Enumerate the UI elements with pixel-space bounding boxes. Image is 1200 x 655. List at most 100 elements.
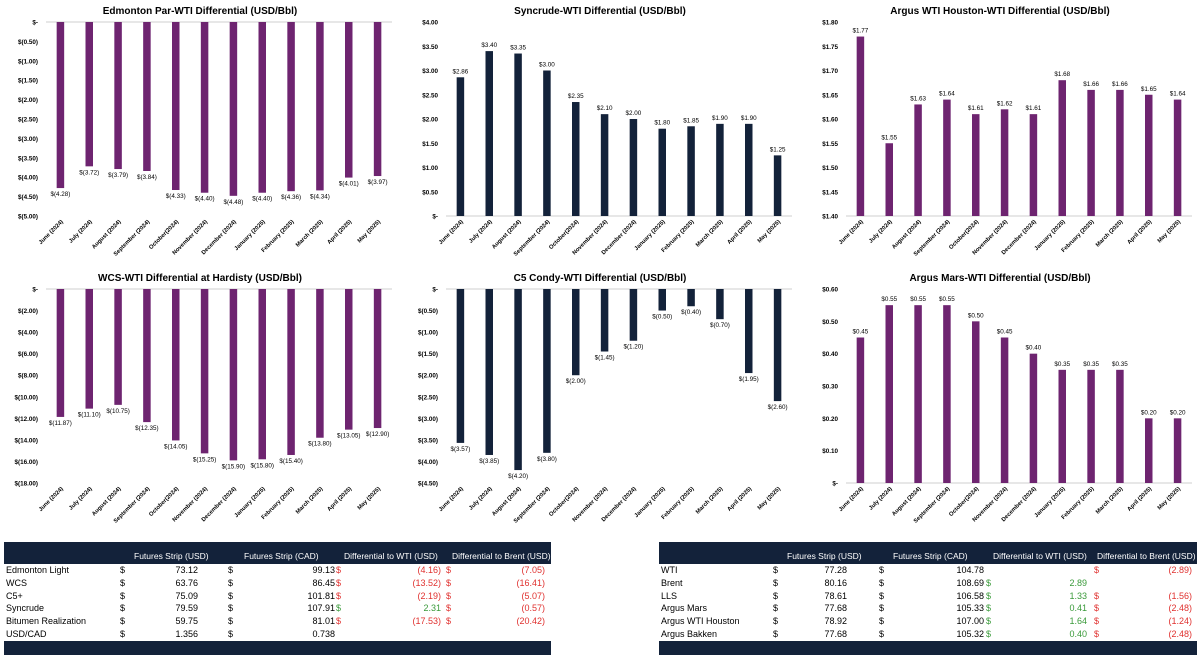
wti-currency: $ xyxy=(986,603,992,614)
wti-currency: $ xyxy=(986,577,992,588)
y-tick-label: $0.10 xyxy=(822,448,838,455)
bar xyxy=(345,289,353,430)
x-tick-label: February (2025) xyxy=(261,486,296,521)
x-tick-label: August (2024) xyxy=(91,219,122,250)
data-label: $0.20 xyxy=(1141,409,1157,416)
x-tick-label: August (2024) xyxy=(491,486,522,517)
diff-brent-value: (2.48) xyxy=(1168,628,1192,639)
c5-condy-plot: $- $(0.50) $(1.00) $(1.50) $(2.00) $(2.50) $(3… xyxy=(418,287,792,525)
wti-currency: $ xyxy=(336,590,342,601)
x-tick-label: July (2024) xyxy=(68,219,93,244)
x-tick-label: May (2025) xyxy=(757,486,782,511)
brent-currency: $ xyxy=(446,565,452,575)
data-label: $(4.40) xyxy=(252,196,272,203)
x-tick-label: July (2024) xyxy=(468,486,493,511)
data-label: $1.64 xyxy=(939,91,955,98)
header-diff-wti: Differential to WTI (USD) xyxy=(993,551,1087,561)
data-label: $3.40 xyxy=(481,42,497,49)
y-tick-label: $(2.00) xyxy=(18,97,38,104)
futures-usd-value: 73.12 xyxy=(175,565,198,575)
data-label: $(3.79) xyxy=(108,172,128,179)
y-tick-label: $1.65 xyxy=(822,92,838,99)
wti-currency: $ xyxy=(336,616,342,627)
futures-cad-value: 0.738 xyxy=(312,628,335,639)
y-tick-label: $1.55 xyxy=(822,141,838,148)
usd-currency: $ xyxy=(120,616,126,627)
table-row: Brent $80.16 $108.69 $2.89 xyxy=(659,577,1197,590)
y-tick-label: $(4.50) xyxy=(418,481,438,488)
data-label: $0.35 xyxy=(1054,361,1070,368)
table-row: Edmonton Light $73.12 $99.13 $ (4.16) $ (7.05) xyxy=(4,564,551,577)
data-label: $2.35 xyxy=(568,93,584,100)
x-tick-label: June (2024) xyxy=(438,219,465,246)
y-tick-label: $(2.50) xyxy=(18,117,38,124)
brent-currency: $ xyxy=(446,577,452,588)
y-tick-label: $(2.00) xyxy=(418,373,438,380)
data-label: $1.68 xyxy=(1054,71,1070,78)
row-name: LLS xyxy=(661,590,678,601)
x-tick-label: August (2024) xyxy=(891,219,922,250)
y-tick-label: $- xyxy=(832,481,838,488)
futures-usd-value: 78.61 xyxy=(824,590,847,601)
x-tick-label: January (2025) xyxy=(634,219,667,252)
bar xyxy=(543,289,551,453)
y-tick-label: $0.60 xyxy=(822,287,838,294)
diff-wti-value: (2.19) xyxy=(417,590,441,601)
y-tick-label: $1.70 xyxy=(822,68,838,75)
x-tick-label: February (2025) xyxy=(661,219,696,254)
usd-currency: $ xyxy=(120,603,126,614)
bar xyxy=(572,289,580,376)
y-tick-label: $2.50 xyxy=(422,92,438,99)
bar xyxy=(885,143,893,216)
y-tick-label: $(1.50) xyxy=(18,78,38,85)
table-footer xyxy=(4,640,551,655)
x-tick-label: May (2025) xyxy=(357,219,382,244)
bar xyxy=(972,321,980,483)
data-label: $(11.87) xyxy=(49,420,72,427)
data-label: $(15.80) xyxy=(251,462,274,469)
futures-usd-value: 77.68 xyxy=(824,603,847,614)
bar xyxy=(200,22,209,193)
bar xyxy=(114,289,122,405)
canadian-crude-table: Futures Strip (USD) Futures Strip (CAD) … xyxy=(4,542,551,655)
data-label: $(4.33) xyxy=(166,193,186,200)
y-tick-label: $1.60 xyxy=(822,117,838,124)
row-name: WTI xyxy=(661,565,678,575)
row-name: Argus Bakken xyxy=(661,628,718,639)
futures-cad-value: 99.13 xyxy=(312,565,335,575)
bar xyxy=(943,305,951,483)
argus-mars-plot: $- $0.10 $0.20 $0.30 $0.40 $0.50 $0.60 $0.45 Jun… xyxy=(822,287,1192,525)
cad-currency: $ xyxy=(228,603,234,614)
x-tick-label: July (2024) xyxy=(868,219,893,244)
data-label: $(2.60) xyxy=(768,404,788,411)
header-diff-brent: Differential to Brent (USD) xyxy=(452,551,551,561)
x-tick-label: August (2024) xyxy=(91,486,122,517)
x-tick-label: July (2024) xyxy=(868,486,893,511)
bar xyxy=(485,51,493,216)
data-label: $1.61 xyxy=(1026,105,1042,112)
futures-usd-value: 63.76 xyxy=(175,577,198,588)
y-tick-label: $(1.00) xyxy=(18,58,38,65)
data-label: $(3.80) xyxy=(537,456,557,463)
row-name: Edmonton Light xyxy=(6,565,70,575)
x-tick-label: April (2025) xyxy=(1127,486,1154,513)
row-name: WCS xyxy=(6,577,27,588)
data-label: $(3.97) xyxy=(368,179,388,186)
data-label: $(0.50) xyxy=(652,314,672,321)
syncrude-chart: Syncrude-WTI Differential (USD/Bbl) $- $0… xyxy=(400,6,800,268)
cad-currency: $ xyxy=(228,628,234,639)
brent-currency: $ xyxy=(1094,628,1100,639)
y-tick-label: $(3.00) xyxy=(18,136,38,143)
futures-usd-value: 78.92 xyxy=(824,616,847,627)
bar xyxy=(85,289,93,409)
usd-currency: $ xyxy=(120,565,126,575)
table-row: Argus Bakken $77.68 $105.32 $0.40 $ (2.48) xyxy=(659,628,1197,641)
bar xyxy=(1087,89,1095,216)
usd-currency: $ xyxy=(773,565,779,575)
data-label: $0.55 xyxy=(939,296,955,303)
x-tick-label: October(2024) xyxy=(148,219,180,251)
bar xyxy=(745,289,753,374)
futures-usd-value: 75.09 xyxy=(175,590,198,601)
x-tick-label: August (2024) xyxy=(491,219,522,250)
bar xyxy=(629,119,638,216)
